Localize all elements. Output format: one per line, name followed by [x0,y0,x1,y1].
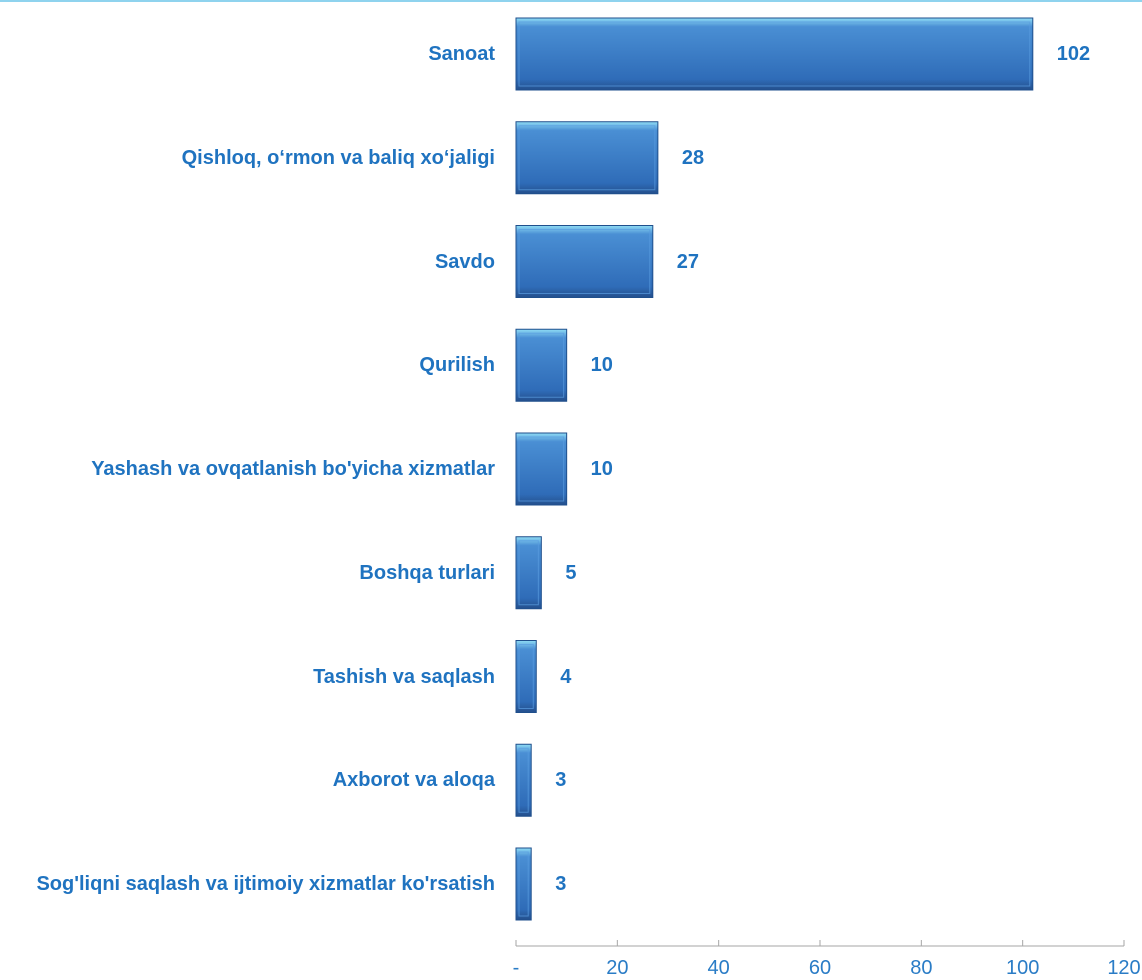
bar [515,121,659,195]
bar-bevel [518,21,1031,87]
x-tick-label: - [512,957,520,979]
bar [515,432,568,506]
category-text: Qishloq, o‘rmon va baliq xo‘jaligi [181,146,495,169]
category-text: Qurilish [419,354,495,377]
bar [515,17,1034,91]
bar-bevel [518,125,656,191]
category-text: Sanoat [428,43,495,65]
bar-bevel [518,540,539,606]
x-tick-label: 120 [1107,957,1141,979]
category-label: Tashish va saqlash [0,632,495,722]
category-text: Tashish va saqlash [313,665,495,688]
x-tick-label: 80 [910,957,933,979]
category-label: Savdo [0,217,495,307]
x-tick-label: 20 [606,957,629,979]
value-label: 4 [560,665,572,688]
category-label: Sanoat [0,9,495,99]
bar [515,847,532,921]
category-text: Savdo [434,250,495,273]
x-tick-label: 40 [707,957,730,979]
bar-bevel [518,229,651,294]
category-text: Sog'liqni saqlash va ijtimoiy xizmatlar … [36,873,495,895]
bar [515,640,537,713]
value-label: 3 [555,769,567,792]
value-label: 27 [676,250,700,273]
bar [515,328,568,402]
category-label: Qurilish [0,320,495,410]
bar-bevel [518,747,529,813]
bar-bevel [518,644,534,709]
bar [515,536,542,610]
category-label: Axborot va aloqa [0,735,495,825]
value-label: 28 [681,146,705,169]
top-border [0,0,1142,2]
category-label: Boshqa turlari [0,528,495,618]
bar [515,743,532,817]
category-label: Qishloq, o‘rmon va baliq xo‘jaligi [0,113,495,203]
value-label: 3 [555,873,567,895]
value-label: 10 [590,354,613,377]
bar-bevel [518,436,565,502]
category-label: Yashash va ovqatlanish bo'yicha xizmatla… [0,424,495,514]
value-label: 10 [590,458,613,480]
category-text: Axborot va aloqa [332,769,495,792]
x-tick-label: 60 [808,957,832,979]
value-label: 102 [1056,43,1091,65]
category-label: Sog'liqni saqlash va ijtimoiy xizmatlar … [0,839,495,929]
x-tick-label: 100 [1005,957,1040,979]
category-text: Boshqa turlari [359,561,495,584]
category-text: Yashash va ovqatlanish bo'yicha xizmatla… [91,458,495,480]
bar [515,225,654,298]
bar-bevel [518,851,529,917]
value-label: 5 [565,561,577,584]
bar-bevel [518,332,565,398]
